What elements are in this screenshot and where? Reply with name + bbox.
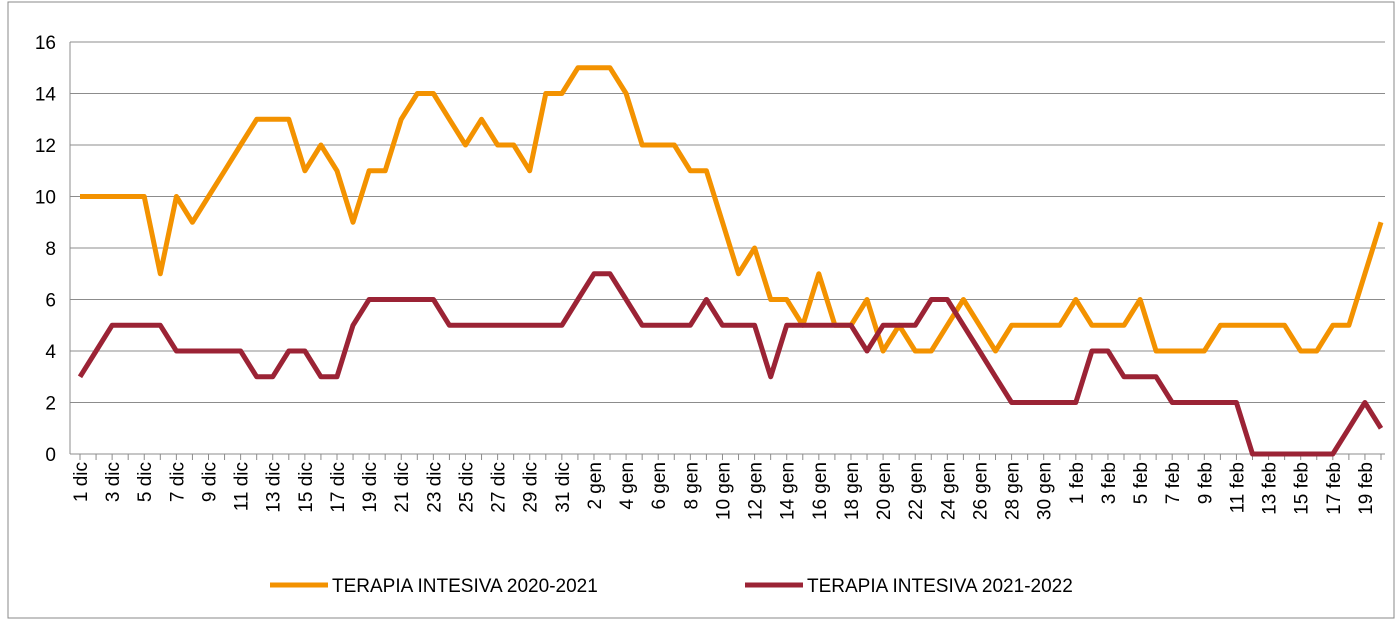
series-line [80, 65, 1384, 354]
x-tick-label: 9 feb [1195, 462, 1216, 504]
x-tick-label: 25 dic [456, 462, 477, 513]
x-tick-label: 21 dic [392, 462, 413, 513]
legend-label: TERAPIA INTESIVA 2021-2022 [807, 576, 1073, 597]
x-tick-label: 2 gen [585, 462, 606, 510]
x-tick-label: 22 gen [906, 462, 927, 520]
x-tick-label: 30 gen [1035, 462, 1056, 520]
y-tick-label: 14 [35, 85, 57, 106]
x-tick-label: 15 dic [296, 462, 317, 513]
x-tick-label: 26 gen [970, 462, 991, 520]
x-tick-label: 4 gen [617, 462, 638, 510]
x-tick-label: 5 feb [1131, 462, 1152, 504]
x-tick-label: 13 dic [264, 462, 285, 513]
x-tick-label: 19 feb [1356, 462, 1377, 515]
y-tick-label: 6 [45, 291, 56, 312]
x-tick-label: 18 gen [842, 462, 863, 520]
x-tick-label: 1 feb [1067, 462, 1088, 504]
x-tick-label: 11 dic [232, 462, 253, 511]
x-tick-label: 19 dic [360, 462, 381, 513]
x-tick-label: 7 dic [167, 462, 188, 502]
x-tick-label: 11 feb [1227, 462, 1248, 513]
x-tick-label: 5 dic [135, 462, 156, 502]
y-tick-label: 8 [45, 239, 56, 260]
x-tick-label: 23 dic [424, 462, 445, 513]
x-tick-label: 31 dic [553, 462, 574, 513]
x-tick-label: 14 gen [778, 462, 799, 520]
x-tick-label: 8 gen [681, 462, 702, 510]
x-tick-label: 13 feb [1260, 462, 1281, 515]
y-tick-label: 2 [45, 394, 56, 415]
y-tick-label: 16 [35, 33, 56, 54]
x-tick-label: 20 gen [874, 462, 895, 520]
x-tick-label: 12 gen [746, 462, 767, 520]
y-tick-label: 12 [35, 136, 56, 157]
y-tick-label: 4 [45, 342, 56, 363]
x-tick-label: 28 gen [1003, 462, 1024, 520]
x-tick-label: 15 feb [1292, 462, 1313, 515]
series-line [77, 271, 1384, 457]
x-tick-label: 1 dic [71, 462, 92, 502]
x-tick-label: 6 gen [649, 462, 670, 510]
x-tick-label: 3 dic [103, 462, 124, 502]
x-tick-label: 24 gen [938, 462, 959, 520]
x-tick-label: 29 dic [521, 462, 542, 513]
y-tick-label: 0 [45, 445, 56, 466]
x-tick-label: 9 dic [199, 462, 220, 502]
legend-label: TERAPIA INTESIVA 2020-2021 [332, 576, 598, 597]
x-tick-label: 27 dic [489, 462, 510, 513]
x-tick-label: 7 feb [1163, 462, 1184, 504]
x-tick-label: 16 gen [810, 462, 831, 520]
x-tick-label: 17 dic [328, 462, 349, 513]
x-tick-label: 3 feb [1099, 462, 1120, 504]
y-tick-label: 10 [35, 188, 56, 209]
x-tick-label: 10 gen [713, 462, 734, 520]
x-tick-label: 17 feb [1324, 462, 1345, 515]
